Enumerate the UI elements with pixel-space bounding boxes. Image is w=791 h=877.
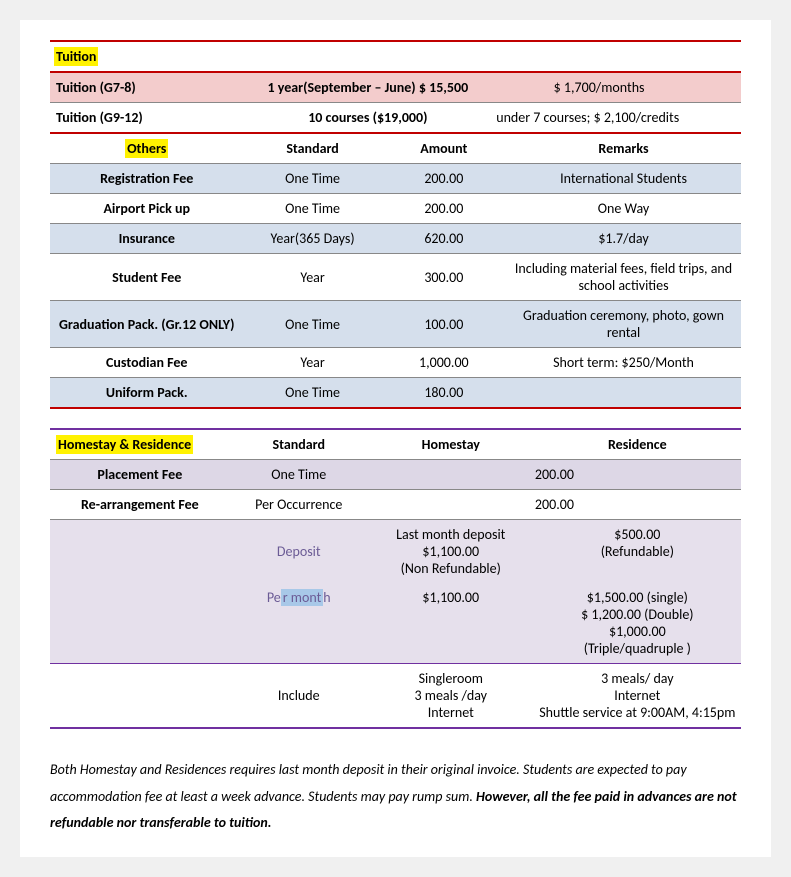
homestay-table: Homestay & Residence Standard Homestay R…: [50, 428, 741, 729]
others-row3-label: Student Fee: [50, 254, 243, 301]
others-row0-label: Registration Fee: [50, 164, 243, 194]
include-homestay: Singleroom 3 meals /day Internet: [368, 664, 534, 729]
tuition-row0-col3: [492, 72, 533, 103]
others-row1-standard: One Time: [243, 194, 381, 224]
others-row2-standard: Year(365 Days): [243, 224, 381, 254]
rearrangement-standard: Per Occurrence: [230, 490, 368, 520]
homestay-header-standard: Standard: [230, 429, 368, 460]
tuition-row0-col4: $ 1,700/months: [534, 72, 741, 103]
homestay-header-homestay: Homestay: [368, 429, 534, 460]
rearrangement-label: Re-arrangement Fee: [50, 490, 230, 520]
include-empty: [50, 664, 230, 729]
others-row0-remarks: International Students: [506, 164, 741, 194]
tuition-row0-label: Tuition (G7-8): [50, 72, 243, 103]
homestay-header-residence: Residence: [534, 429, 741, 460]
others-row5-label: Custodian Fee: [50, 348, 243, 378]
others-title-cell: Others: [50, 133, 243, 164]
others-row1-label: Airport Pick up: [50, 194, 243, 224]
others-row3-remarks: Including material fees, field trips, an…: [506, 254, 741, 301]
permonth-homestay: $1,100.00: [368, 583, 534, 664]
document-page: Tuition Tuition (G7-8) 1 year(September …: [20, 20, 771, 857]
others-row6-standard: One Time: [243, 378, 381, 409]
footnote: Both Homestay and Residences requires la…: [50, 757, 741, 837]
others-table: Others Standard Amount Remarks Registrat…: [50, 132, 741, 409]
homestay-title: Homestay & Residence: [56, 435, 193, 454]
others-row5-amount: 1,000.00: [382, 348, 506, 378]
others-header-standard: Standard: [243, 133, 381, 164]
permonth-empty: [50, 583, 230, 664]
others-row1-amount: 200.00: [382, 194, 506, 224]
rearrangement-amount: 200.00: [368, 490, 741, 520]
permonth-label: Per month: [230, 583, 368, 664]
others-row0-standard: One Time: [243, 164, 381, 194]
others-row4-amount: 100.00: [382, 301, 506, 348]
others-header-remarks: Remarks: [506, 133, 741, 164]
permonth-residence: $1,500.00 (single) $ 1,200.00 (Double) $…: [534, 583, 741, 664]
permonth-hl: r mont: [281, 589, 324, 606]
others-row3-standard: Year: [243, 254, 381, 301]
others-row3-amount: 300.00: [382, 254, 506, 301]
placement-label: Placement Fee: [50, 460, 230, 490]
others-row6-remarks: [506, 378, 741, 409]
include-label: Include: [230, 664, 368, 729]
placement-amount: 200.00: [368, 460, 741, 490]
deposit-label: Deposit: [230, 520, 368, 584]
others-row5-standard: Year: [243, 348, 381, 378]
others-row6-label: Uniform Pack.: [50, 378, 243, 409]
deposit-homestay: Last month deposit $1,100.00 (Non Refund…: [368, 520, 534, 584]
others-row2-amount: 620.00: [382, 224, 506, 254]
include-residence: 3 meals/ day Internet Shuttle service at…: [534, 664, 741, 729]
others-row6-amount: 180.00: [382, 378, 506, 409]
permonth-pre: Pe: [267, 589, 281, 606]
tuition-row1-col3: under 7 courses; $ 2,100/credits: [492, 103, 741, 133]
others-row1-remarks: One Way: [506, 194, 741, 224]
others-row4-label: Graduation Pack. (Gr.12 ONLY): [50, 301, 243, 348]
tuition-section-title-cell: Tuition: [50, 41, 741, 72]
others-row4-standard: One Time: [243, 301, 381, 348]
placement-standard: One Time: [230, 460, 368, 490]
tuition-row1-label: Tuition (G9-12): [50, 103, 243, 133]
tuition-table: Tuition Tuition (G7-8) 1 year(September …: [50, 40, 741, 132]
homestay-title-cell: Homestay & Residence: [50, 429, 230, 460]
deposit-empty: [50, 520, 230, 584]
others-row2-label: Insurance: [50, 224, 243, 254]
deposit-residence: $500.00 (Refundable): [534, 520, 741, 584]
permonth-suf: h: [323, 589, 330, 606]
others-header-amount: Amount: [382, 133, 506, 164]
tuition-row0-col2: 1 year(September – June) $ 15,500: [243, 72, 492, 103]
tuition-row1-col2: 10 courses ($19,000): [243, 103, 492, 133]
others-row2-remarks: $1.7/day: [506, 224, 741, 254]
others-row0-amount: 200.00: [382, 164, 506, 194]
others-row4-remarks: Graduation ceremony, photo, gown rental: [506, 301, 741, 348]
tuition-title: Tuition: [54, 47, 98, 66]
others-title: Others: [125, 139, 168, 158]
others-row5-remarks: Short term: $250/Month: [506, 348, 741, 378]
